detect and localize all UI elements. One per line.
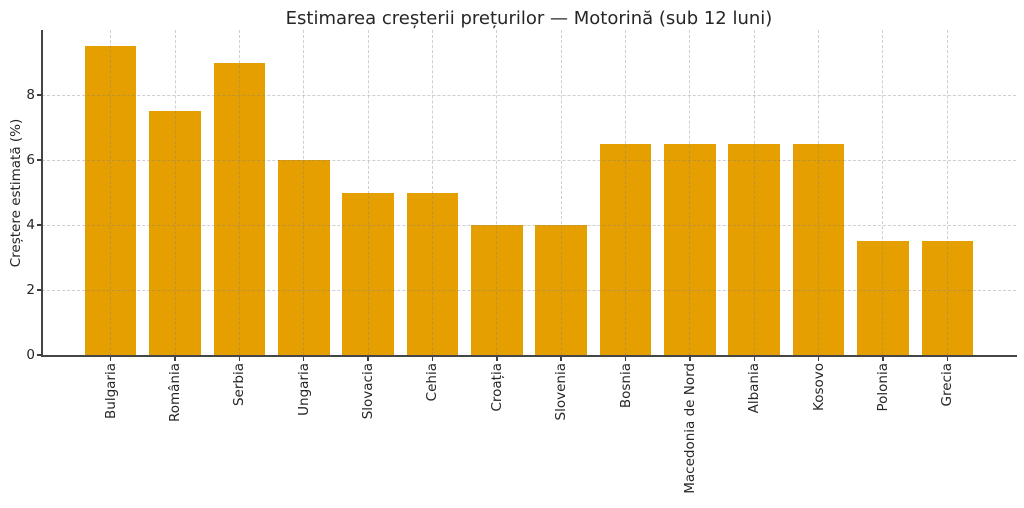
x-tick-mark bbox=[303, 356, 305, 362]
v-gridline bbox=[110, 30, 112, 355]
bar bbox=[149, 111, 201, 355]
y-tick-mark bbox=[36, 289, 42, 291]
y-tick-mark bbox=[36, 94, 42, 96]
x-tick-mark bbox=[238, 356, 241, 362]
x-tick-label: Serbia bbox=[231, 363, 248, 407]
x-tick-mark bbox=[560, 356, 562, 362]
x-tick-label: Grecia bbox=[939, 363, 956, 407]
bar bbox=[471, 225, 523, 355]
v-gridline bbox=[625, 30, 627, 355]
v-gridline bbox=[560, 30, 562, 355]
y-tick-label: 8 bbox=[26, 86, 35, 103]
chart-title: Estimarea creșterii prețurilor — Motorin… bbox=[285, 8, 773, 29]
x-tick-mark bbox=[946, 356, 948, 362]
x-tick-label: Cehia bbox=[424, 363, 441, 402]
bar bbox=[535, 225, 587, 355]
x-tick-label: Albania bbox=[746, 363, 763, 414]
x-tick-label: Macedonia de Nord bbox=[681, 363, 698, 494]
x-tick-mark bbox=[431, 356, 434, 362]
bar bbox=[213, 62, 266, 355]
x-tick-label: Bulgaria bbox=[102, 363, 119, 419]
x-tick-label: Polonia bbox=[874, 363, 891, 412]
v-gridline bbox=[882, 30, 884, 355]
bar bbox=[278, 160, 330, 355]
bar bbox=[599, 143, 652, 355]
y-tick-label: 4 bbox=[26, 216, 35, 233]
y-tick-label: 2 bbox=[26, 281, 35, 298]
x-tick-label: Croația bbox=[488, 363, 505, 412]
x-tick-mark bbox=[367, 356, 369, 362]
y-tick-mark bbox=[36, 354, 42, 356]
bar bbox=[406, 192, 459, 355]
x-tick-mark bbox=[174, 356, 176, 362]
y-tick-label: 6 bbox=[26, 151, 35, 168]
x-tick-mark bbox=[753, 356, 755, 362]
v-gridline bbox=[367, 30, 369, 355]
x-axis bbox=[41, 354, 1017, 357]
x-tick-mark bbox=[496, 356, 498, 362]
x-tick-mark bbox=[817, 356, 820, 362]
v-gridline bbox=[689, 30, 691, 355]
bar bbox=[342, 192, 394, 355]
bar bbox=[84, 46, 137, 355]
x-tick-label: Ungaria bbox=[295, 363, 312, 416]
h-gridline bbox=[42, 289, 1016, 291]
x-tick-label: Kosovo bbox=[810, 363, 827, 411]
v-gridline bbox=[431, 30, 433, 355]
x-tick-label: Slovenia bbox=[553, 363, 570, 421]
y-axis bbox=[41, 30, 43, 357]
h-gridline bbox=[42, 94, 1016, 96]
h-gridline bbox=[42, 224, 1016, 226]
bar bbox=[857, 241, 909, 355]
v-gridline bbox=[946, 30, 948, 355]
x-tick-label: Bosnia bbox=[617, 363, 634, 409]
bar bbox=[792, 143, 845, 355]
x-tick-mark bbox=[882, 356, 884, 362]
bar bbox=[664, 143, 716, 355]
v-gridline bbox=[818, 30, 820, 355]
v-gridline bbox=[496, 30, 498, 355]
x-tick-label: Slovacia bbox=[360, 363, 377, 420]
y-tick-mark bbox=[36, 224, 42, 226]
v-gridline bbox=[753, 30, 755, 355]
v-gridline bbox=[238, 30, 240, 355]
x-tick-mark bbox=[110, 356, 112, 362]
y-tick-mark bbox=[36, 159, 42, 161]
bar bbox=[728, 143, 780, 355]
x-tick-label: România bbox=[167, 363, 184, 423]
v-gridline bbox=[303, 30, 305, 355]
h-gridline bbox=[42, 159, 1016, 161]
v-gridline bbox=[174, 30, 176, 355]
x-tick-mark bbox=[689, 356, 691, 362]
y-tick-label: 0 bbox=[26, 346, 35, 363]
x-tick-mark bbox=[624, 356, 627, 362]
bar bbox=[921, 241, 974, 355]
